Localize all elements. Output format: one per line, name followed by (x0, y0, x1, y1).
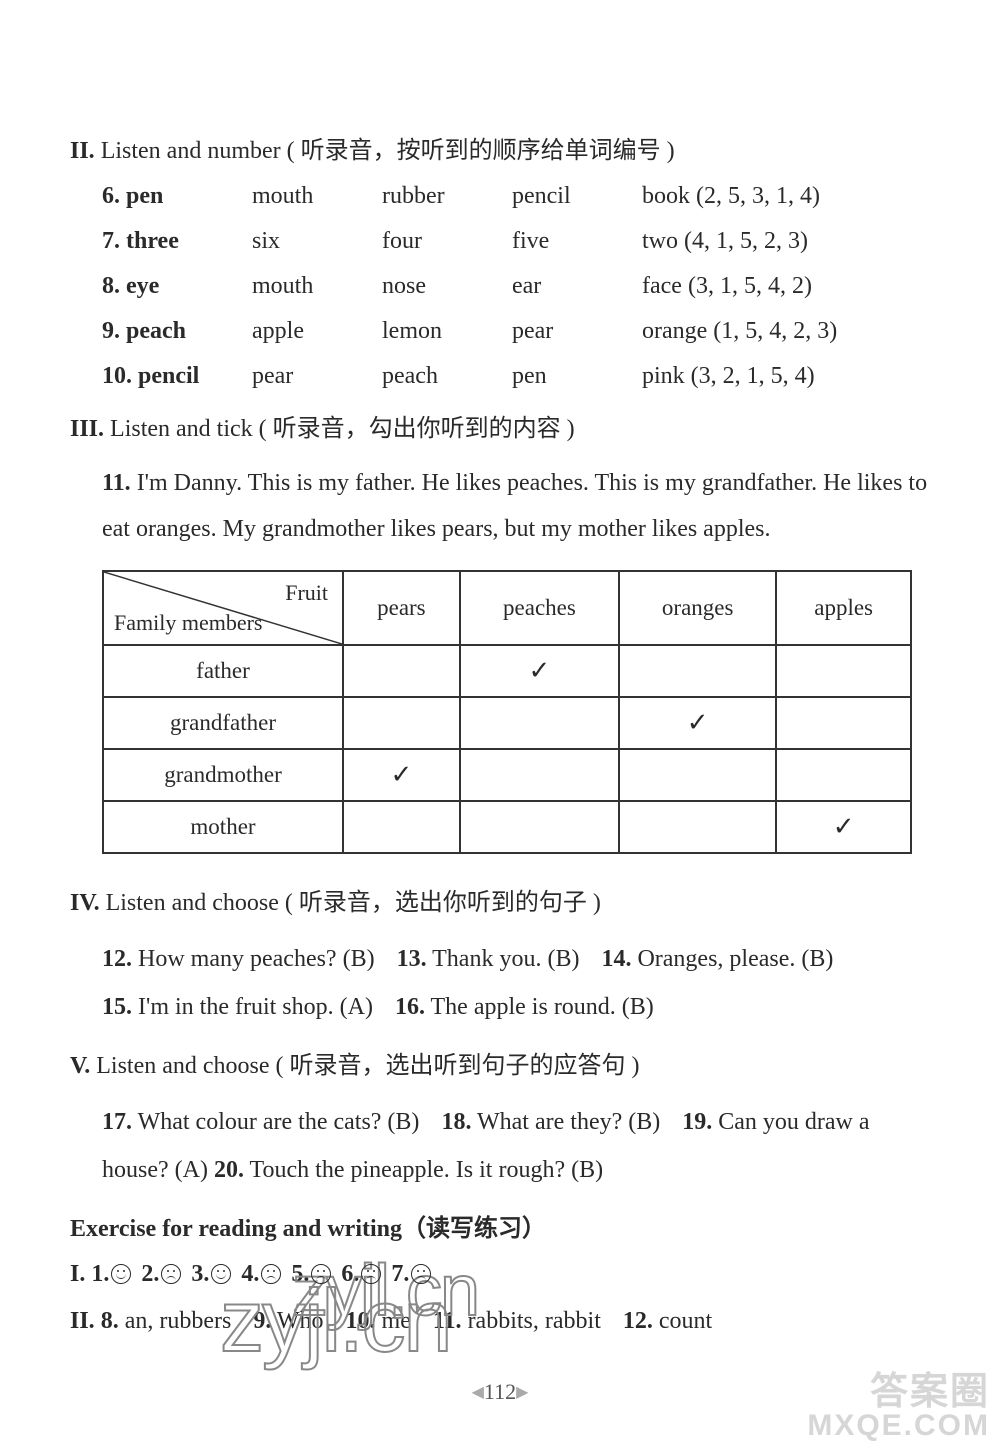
section-IV-roman: IV. (70, 890, 100, 917)
numbered-row: 10. pencilpearpeachpenpink (3, 2, 1, 5, … (102, 363, 930, 390)
section-IV-items: 12. How many peaches? (B)13. Thank you. … (102, 935, 930, 1031)
table-col-oranges: oranges (619, 571, 776, 645)
numbered-row: 6. penmouthrubberpencilbook (2, 5, 3, 1,… (102, 183, 930, 210)
table-row: father✓ (103, 645, 911, 697)
section-II-header: II. Listen and number ( 听录音，按听到的顺序给单词编号 … (70, 130, 930, 165)
section-V-items: 17. What colour are the cats? (B)18. Wha… (102, 1098, 930, 1194)
section-III-roman: III. (70, 416, 104, 443)
face-icon (161, 1264, 181, 1284)
section-V-roman: V. (70, 1053, 90, 1080)
table-col-apples: apples (776, 571, 911, 645)
exercise-I-line: I. 1. 2. 3. 4. 5. 6. 7. (70, 1261, 930, 1288)
section-IV-header: IV. Listen and choose ( 听录音，选出你听到的句子 ) (70, 882, 930, 917)
section-II-rows: 6. penmouthrubberpencilbook (2, 5, 3, 1,… (70, 183, 930, 390)
exercise-header: Exercise for reading and writing（读写练习） (70, 1208, 930, 1243)
fruit-table-body: father✓grandfather✓grandmother✓mother✓ (103, 645, 911, 853)
fruit-table: Fruit Family members pears peaches orang… (102, 570, 912, 854)
section-II-roman: II. (70, 138, 95, 165)
face-icon (211, 1264, 231, 1284)
section-V-header: V. Listen and choose ( 听录音，选出听到句子的应答句 ) (70, 1045, 930, 1080)
numbered-row: 9. peachapplelemonpearorange (1, 5, 4, 2… (102, 318, 930, 345)
face-icon (411, 1264, 431, 1284)
section-II-title: Listen and number ( 听录音，按听到的顺序给单词编号 ) (101, 130, 675, 165)
face-icon (311, 1264, 331, 1284)
table-row: mother✓ (103, 801, 911, 853)
numbered-row: 8. eyemouthnoseearface (3, 1, 5, 4, 2) (102, 273, 930, 300)
item-11-paragraph: 11. I'm Danny. This is my father. He lik… (102, 461, 930, 552)
face-icon (261, 1264, 281, 1284)
table-row: grandmother✓ (103, 749, 911, 801)
numbered-row: 7. threesixfourfivetwo (4, 1, 5, 2, 3) (102, 228, 930, 255)
table-diag-cell: Fruit Family members (103, 571, 343, 645)
bottom-watermark: 答案圈 MXQE.COM (807, 1360, 990, 1443)
section-V-title: Listen and choose ( 听录音，选出听到句子的应答句 ) (96, 1045, 639, 1080)
face-icon (111, 1264, 131, 1284)
fruit-table-wrap: Fruit Family members pears peaches orang… (102, 570, 930, 854)
section-III-title: Listen and tick ( 听录音，勾出你听到的内容 ) (110, 408, 575, 443)
section-IV-title: Listen and choose ( 听录音，选出你听到的句子 ) (106, 882, 601, 917)
table-row: grandfather✓ (103, 697, 911, 749)
table-col-peaches: peaches (460, 571, 619, 645)
table-col-pears: pears (343, 571, 460, 645)
face-icon (361, 1264, 381, 1284)
exercise-II-line: II. 8. an, rubbers9. Who10. me11. rabbit… (70, 1308, 930, 1335)
section-III-header: III. Listen and tick ( 听录音，勾出你听到的内容 ) (70, 408, 930, 443)
